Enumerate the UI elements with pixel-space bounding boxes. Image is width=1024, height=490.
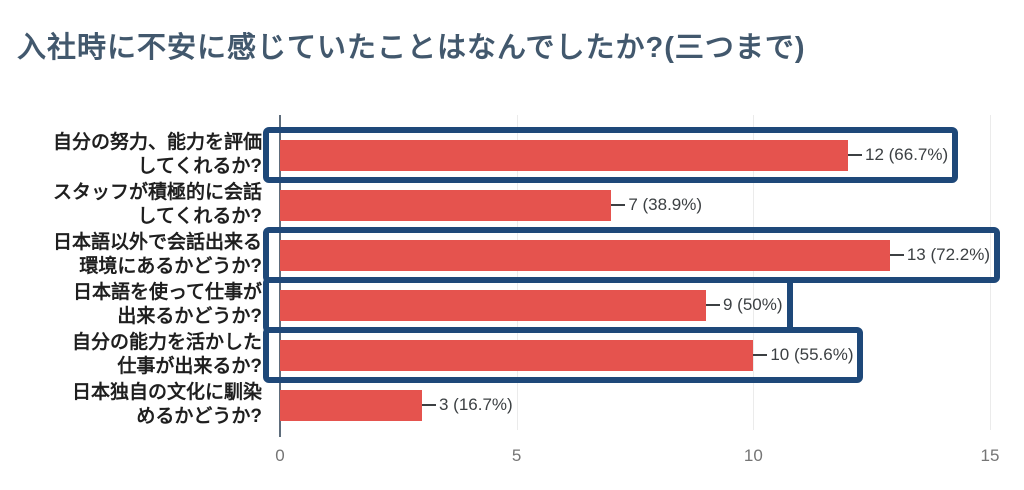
bar	[280, 239, 890, 271]
leader-line	[611, 204, 626, 206]
bar	[280, 139, 848, 171]
leader-line	[889, 254, 904, 256]
category-label-line: 日本語以外で会話出来る	[52, 232, 262, 253]
category-label: 日本語を使って仕事が出来るかどうか?	[0, 281, 262, 329]
plot-area: 自分の努力、能力を評価 してくれるか? 12 (66.7%) スタッフが積極的に会話し…	[53, 115, 1000, 437]
leader-line	[422, 404, 436, 406]
category-label-line: 仕事が出来るか?	[117, 356, 262, 377]
bar	[280, 389, 422, 421]
category-label: 日本語以外で会話出来る環境にあるかどうか?	[0, 231, 262, 279]
category-label-line: 出来るかどうか?	[117, 306, 262, 327]
category-label-line: 日本独自の文化に馴染	[71, 382, 262, 403]
bar-rows: 自分の努力、能力を評価 してくれるか? 12 (66.7%) スタッフが積極的に会話し…	[53, 127, 1000, 430]
x-tick-label: 0	[275, 446, 285, 465]
gridline	[516, 115, 518, 430]
value-label: 13 (72.2%)	[906, 245, 990, 264]
y-axis-baseline	[279, 115, 281, 437]
category-label-line: 環境にあるかどうか?	[79, 256, 262, 277]
value-label: 7 (38.9%)	[628, 195, 703, 214]
chart-row: 自分の努力、能力を評価してくれるか? 12 (66.7%)	[53, 127, 990, 183]
category-label: 日本独自の文化に馴染めるかどうか?	[0, 381, 262, 429]
chart-row: 日本語以外で会話出来る環境にあるかどうか? 13 (72.2%)	[53, 227, 1000, 283]
chart-row: 自分の能力を活かした仕事が出来るか? 10 (55.6%)	[72, 327, 990, 383]
x-tick-label: 10	[743, 446, 763, 465]
leader-line	[753, 354, 768, 356]
value-label: 10 (55.6%)	[770, 345, 854, 364]
chart-row: スタッフが積極的に会話してくれるか? 7 (38.9%)	[53, 180, 990, 230]
category-label-line: してくれるか?	[137, 156, 262, 177]
category-label-line: スタッフが積極的に会話	[52, 182, 262, 203]
category-label-line: 日本語を使って仕事が	[72, 282, 262, 303]
leader-line	[706, 304, 720, 306]
leader-line	[848, 154, 862, 156]
chart-row: 日本独自の文化に馴染めるかどうか? 3 (16.7%)	[72, 380, 990, 430]
gridline	[990, 115, 991, 430]
x-tick-label: 15	[980, 446, 1000, 465]
category-label-line: めるかどうか?	[136, 406, 262, 427]
value-label: 3 (16.7%)	[439, 395, 513, 414]
value-label: 9 (50%)	[723, 295, 783, 314]
category-label: 自分の能力を活かした仕事が出来るか?	[0, 331, 262, 379]
bar	[280, 189, 612, 221]
category-label-line: 自分の努力、能力を評価	[52, 132, 262, 153]
x-tick-label: 5	[511, 446, 522, 465]
chart-row: 日本語を使って仕事が出来るかどうか? 9 (50%)	[73, 277, 990, 333]
value-label: 12 (66.7%)	[865, 145, 949, 164]
bar	[280, 339, 754, 371]
category-label-line: してくれるか?	[137, 206, 262, 227]
category-label: スタッフが積極的に会話してくれるか?	[0, 181, 262, 229]
chart-title: 入社時に不安に感じていたことはなんでしたか?(三つまで)	[17, 32, 806, 64]
category-label-line: 自分の能力を活かした	[71, 332, 262, 353]
gridline	[753, 115, 755, 430]
category-label: 自分の努力、能力を評価してくれるか?	[0, 131, 262, 179]
bar	[280, 289, 706, 321]
